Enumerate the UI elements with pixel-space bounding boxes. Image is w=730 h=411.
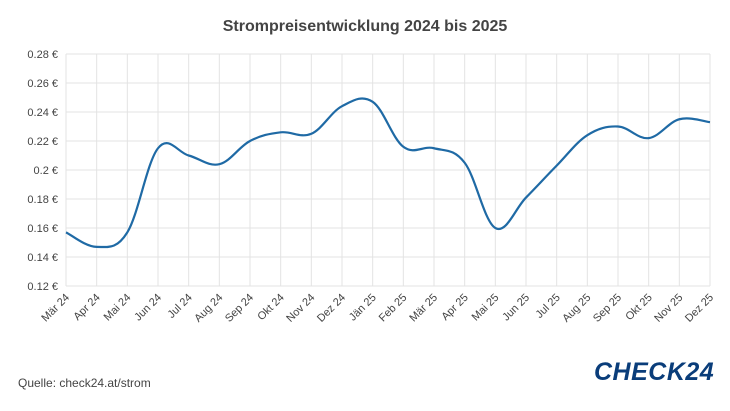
y-tick-label: 0.18 € bbox=[27, 194, 58, 206]
x-tick-label: Nov 25 bbox=[652, 292, 685, 325]
data-point bbox=[707, 119, 713, 125]
y-tick-label: 0.16 € bbox=[27, 223, 58, 235]
data-point bbox=[247, 138, 253, 144]
series-line bbox=[65, 97, 711, 249]
data-point bbox=[523, 195, 529, 201]
x-tick-label: Jun 25 bbox=[500, 292, 532, 324]
series-layer bbox=[63, 97, 713, 250]
y-tick-label: 0.22 € bbox=[27, 136, 58, 148]
x-tick-label: Apr 25 bbox=[439, 292, 470, 323]
y-tick-label: 0.24 € bbox=[27, 107, 58, 119]
data-point bbox=[308, 131, 314, 137]
y-tick-label: 0.26 € bbox=[27, 78, 58, 90]
data-point bbox=[278, 129, 284, 135]
x-tick-label: Jän 25 bbox=[347, 292, 379, 324]
data-point bbox=[646, 135, 652, 141]
x-tick-label: Sep 25 bbox=[591, 292, 624, 325]
data-point bbox=[584, 132, 590, 138]
data-point bbox=[94, 244, 100, 250]
x-tick-label: Aug 24 bbox=[192, 292, 225, 325]
data-point bbox=[155, 145, 161, 151]
x-tick-label: Aug 25 bbox=[560, 292, 593, 325]
data-point bbox=[554, 163, 560, 169]
y-tick-label: 0.12 € bbox=[27, 281, 58, 293]
grid bbox=[65, 53, 711, 287]
data-point bbox=[124, 229, 130, 235]
x-tick-label: Dez 25 bbox=[683, 292, 716, 325]
x-tick-label: Nov 24 bbox=[284, 292, 317, 325]
x-tick-label: Mai 24 bbox=[102, 292, 134, 324]
x-tick-label: Mai 25 bbox=[470, 292, 502, 324]
x-tick-label: Feb 25 bbox=[377, 292, 410, 325]
data-point bbox=[216, 161, 222, 167]
x-tick-label: Okt 24 bbox=[255, 292, 286, 323]
x-tick-label: Dez 24 bbox=[315, 292, 348, 325]
data-point bbox=[400, 144, 406, 150]
brand-logo: CHECK24 bbox=[594, 358, 715, 386]
data-point bbox=[615, 124, 621, 130]
x-tick-label: Mär 24 bbox=[39, 292, 72, 325]
x-tick-label: Jul 25 bbox=[534, 292, 563, 321]
data-point bbox=[370, 99, 376, 105]
y-tick-label: 0.2 € bbox=[34, 165, 58, 177]
x-tick-label: Mär 25 bbox=[407, 292, 440, 325]
chart-title: Strompreisentwicklung 2024 bis 2025 bbox=[222, 18, 508, 35]
data-point bbox=[63, 229, 69, 235]
data-point bbox=[676, 116, 682, 122]
y-tick-label: 0.28 € bbox=[27, 49, 58, 61]
axes: 0.12 € 0.14 € 0.16 € 0.18 € 0.2 € 0.22 € 0.24 … bbox=[27, 49, 716, 325]
x-tick-label: Jul 24 bbox=[166, 292, 195, 321]
data-point bbox=[462, 160, 468, 166]
x-tick-label: Jun 24 bbox=[132, 292, 164, 324]
x-tick-label: Apr 24 bbox=[71, 292, 102, 323]
x-tick-label: Okt 25 bbox=[623, 292, 654, 323]
y-tick-label: 0.14 € bbox=[27, 252, 58, 264]
data-point bbox=[339, 103, 345, 109]
data-point bbox=[492, 225, 498, 231]
data-point bbox=[186, 153, 192, 159]
x-tick-label: Sep 24 bbox=[223, 292, 256, 325]
source-label: Quelle: check24.at/strom bbox=[18, 376, 151, 390]
data-point bbox=[431, 145, 437, 151]
